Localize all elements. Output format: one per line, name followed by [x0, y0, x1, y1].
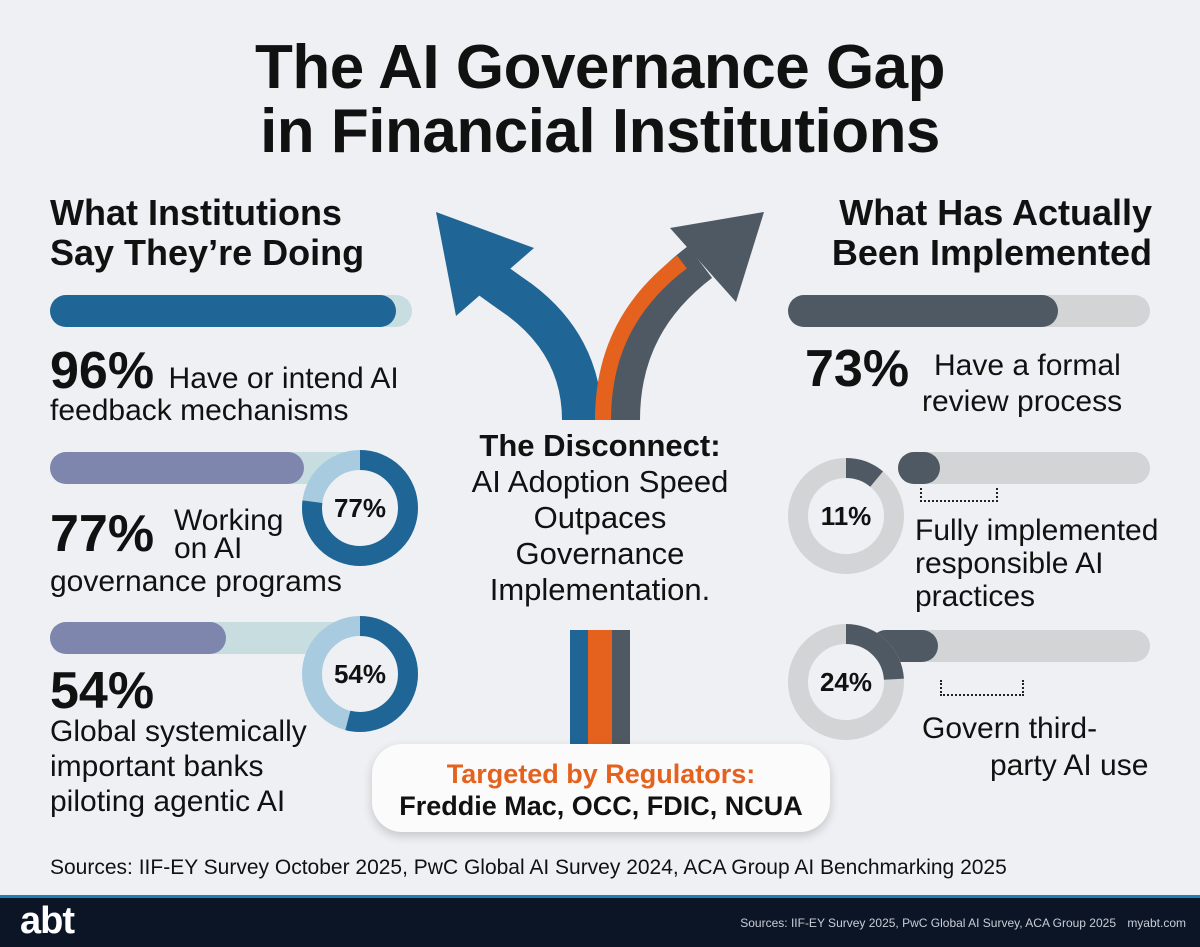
footer-sources: Sources: IIF-EY Survey 2025, PwC Global … [740, 916, 1116, 930]
right-heading-line-2: Been Implemented [831, 232, 1152, 273]
right-stat-3-bar [870, 630, 1150, 662]
right-stat-3-text-1: Govern third- [922, 712, 1098, 745]
sources-text: Sources: IIF-EY Survey October 2025, PwC… [50, 856, 1007, 879]
right-stat-2-text-3: practices [915, 580, 1036, 613]
left-stat-2-ring-label: 77% [334, 493, 386, 523]
title-line-1: The AI Governance Gap [254, 33, 946, 102]
title-line-2: in Financial Institutions [260, 97, 940, 166]
bar-fill [50, 295, 396, 327]
right-stat-2-ring-label: 11% [821, 501, 872, 531]
right-stat-1-percent: 73% [805, 340, 910, 398]
bar-fill [50, 452, 304, 484]
ring-fill [302, 616, 418, 732]
abt-logo: abt [20, 900, 75, 942]
disconnect-line-2: Outpaces [533, 500, 667, 535]
regulators-callout: Targeted by Regulators: Freddie Mac, OCC… [372, 744, 830, 832]
left-stat-3-text-3: piloting agentic AI [50, 785, 286, 818]
regulators-heading: Targeted by Regulators: [446, 759, 756, 789]
footer-bar [0, 895, 1200, 947]
connector-line [920, 488, 998, 502]
left-stat-1: 96% Have or intend AI [50, 345, 450, 397]
right-stat-1-text-2: review process [922, 385, 1123, 418]
left-stat-3-ring-label: 54% [334, 659, 386, 689]
regulators-list: Freddie Mac, OCC, FDIC, NCUA [399, 791, 803, 821]
orange-arrow-stripe [595, 255, 687, 421]
disconnect-heading: The Disconnect: [479, 428, 721, 463]
disconnect-line-1: AI Adoption Speed [471, 464, 729, 499]
right-stat-2-ring: 11% [788, 458, 904, 574]
left-stat-3-percent: 54% [50, 662, 155, 720]
right-heading-line-1: What Has Actually [839, 192, 1152, 233]
page-title: The AI Governance Gap in Financial Insti… [0, 36, 1200, 164]
left-stat-3-text-2: important banks [50, 750, 264, 783]
left-stat-3-ring: 54% [302, 616, 418, 732]
left-stat-2-text-3: governance programs [50, 565, 342, 598]
slate-stripe [612, 630, 630, 745]
right-stat-2-text-2: responsible AI [915, 547, 1104, 580]
bar-fill [788, 295, 1058, 327]
bar-fill [898, 452, 940, 484]
ring-fill [788, 624, 904, 740]
left-stat-2-percent: 77% [50, 505, 155, 563]
connector-line [940, 680, 1024, 696]
orange-stripe [588, 630, 612, 745]
left-stat-2-text-2: on AI [174, 532, 243, 565]
blue-stripe [570, 630, 588, 745]
ring-fill [302, 450, 418, 566]
right-stat-1-text-1: Have a formal [934, 349, 1121, 382]
ring-fill [788, 458, 904, 574]
slate-arrowhead-icon [670, 212, 764, 302]
blue-arrowhead-icon [436, 212, 534, 316]
disconnect-line-3: Governance [515, 536, 685, 571]
right-stat-3-ring-label: 24% [820, 667, 872, 697]
bar-fill [50, 622, 226, 654]
bar-track [898, 452, 1150, 484]
blue-arrow-shaft [463, 252, 602, 421]
disconnect-line-4: Implementation. [489, 572, 711, 607]
right-stat-3-text-2: party AI use [990, 749, 1149, 782]
right-column-heading: What Has Actually Been Implemented [790, 193, 1152, 273]
right-stat-2-text-1: Fully implemented [915, 514, 1159, 547]
left-heading-line-2: Say They’re Doing [50, 232, 365, 273]
left-heading-line-1: What Institutions [50, 192, 342, 233]
footer-site-link[interactable]: myabt.com [1127, 916, 1186, 930]
disconnect-message: The Disconnect: AI Adoption Speed Outpac… [410, 428, 790, 608]
right-stat-2-bar [898, 452, 1150, 484]
left-column-heading: What Institutions Say They’re Doing [50, 193, 364, 273]
left-stat-1-bar [50, 295, 412, 327]
left-stat-1-percent: 96% [50, 342, 155, 400]
left-stat-2-text-1: Working [174, 504, 284, 537]
left-stat-1-text-2: feedback mechanisms [50, 394, 349, 427]
left-stat-1-text-1: Have or intend AI [168, 362, 399, 395]
slate-arrow-shaft [600, 246, 713, 421]
left-stat-3-text-1: Global systemically [50, 715, 307, 748]
right-stat-3-ring: 24% [788, 624, 904, 740]
right-stat-1-bar [788, 295, 1150, 327]
left-stat-2-ring: 77% [302, 450, 418, 566]
